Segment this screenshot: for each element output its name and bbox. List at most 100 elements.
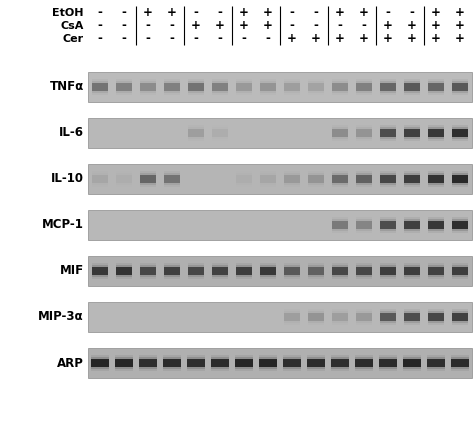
Bar: [356, 262, 373, 279]
Bar: [284, 81, 300, 93]
Bar: [428, 265, 445, 277]
Bar: [259, 357, 277, 369]
Bar: [452, 265, 468, 277]
Bar: [307, 354, 325, 371]
Bar: [260, 175, 276, 183]
Bar: [428, 357, 445, 369]
Bar: [331, 354, 349, 371]
Bar: [188, 127, 204, 139]
Text: -: -: [362, 20, 366, 33]
Bar: [356, 354, 373, 371]
Bar: [403, 173, 420, 185]
Bar: [403, 313, 420, 321]
Bar: [236, 359, 253, 367]
Text: -: -: [146, 20, 150, 33]
Bar: [428, 354, 445, 371]
Bar: [236, 170, 252, 187]
Bar: [187, 357, 205, 369]
Text: -: -: [265, 33, 271, 45]
Bar: [356, 173, 372, 185]
Bar: [428, 311, 445, 324]
Bar: [283, 265, 301, 277]
Bar: [356, 125, 372, 141]
Bar: [332, 265, 348, 277]
Bar: [284, 309, 300, 325]
Bar: [260, 83, 276, 91]
Bar: [212, 78, 228, 95]
Bar: [332, 311, 348, 324]
Bar: [452, 129, 468, 137]
Bar: [116, 267, 132, 275]
Bar: [452, 217, 468, 233]
Text: -: -: [290, 20, 294, 33]
Text: -: -: [98, 20, 102, 33]
Bar: [92, 78, 108, 95]
Bar: [380, 173, 396, 185]
Bar: [91, 267, 109, 275]
Bar: [211, 265, 228, 277]
Bar: [332, 170, 348, 187]
Bar: [211, 359, 228, 367]
Text: -: -: [170, 20, 174, 33]
Text: +: +: [455, 33, 465, 45]
Bar: [283, 267, 301, 275]
Bar: [188, 129, 204, 137]
Bar: [212, 125, 228, 141]
Bar: [403, 309, 420, 325]
Bar: [380, 309, 396, 325]
Bar: [356, 83, 372, 91]
Bar: [428, 78, 444, 95]
Text: +: +: [431, 33, 441, 45]
Bar: [284, 311, 300, 324]
Text: -: -: [385, 7, 391, 20]
Bar: [236, 262, 252, 279]
Bar: [380, 83, 396, 91]
Bar: [428, 219, 445, 232]
Bar: [308, 267, 324, 275]
Bar: [428, 262, 445, 279]
Bar: [308, 262, 324, 279]
Bar: [140, 83, 156, 91]
Bar: [116, 173, 132, 185]
Bar: [88, 348, 472, 378]
Bar: [140, 265, 156, 277]
Bar: [403, 129, 420, 137]
Bar: [403, 357, 420, 369]
Bar: [452, 173, 468, 185]
Bar: [308, 78, 324, 95]
Bar: [116, 78, 132, 95]
Text: -: -: [193, 7, 199, 20]
Bar: [403, 217, 420, 233]
Bar: [380, 127, 396, 139]
Bar: [380, 125, 396, 141]
Bar: [260, 262, 276, 279]
Bar: [356, 219, 372, 232]
Bar: [236, 357, 253, 369]
Bar: [452, 175, 468, 183]
Bar: [403, 127, 420, 139]
Bar: [164, 81, 180, 93]
Bar: [164, 359, 181, 367]
Text: +: +: [407, 33, 417, 45]
Bar: [356, 175, 372, 183]
Bar: [332, 217, 348, 233]
Bar: [259, 354, 277, 371]
Bar: [308, 265, 324, 277]
Text: Cer: Cer: [63, 34, 84, 44]
Bar: [284, 175, 300, 183]
Bar: [452, 262, 468, 279]
Bar: [380, 262, 396, 279]
Bar: [356, 127, 372, 139]
Bar: [188, 125, 204, 141]
Bar: [356, 267, 373, 275]
Bar: [308, 313, 324, 321]
Text: -: -: [170, 33, 174, 45]
Bar: [332, 175, 348, 183]
Bar: [404, 81, 420, 93]
Text: +: +: [431, 7, 441, 20]
Bar: [452, 127, 468, 139]
Text: +: +: [431, 20, 441, 33]
Text: -: -: [218, 7, 222, 20]
Text: +: +: [263, 20, 273, 33]
Text: EtOH: EtOH: [53, 8, 84, 18]
